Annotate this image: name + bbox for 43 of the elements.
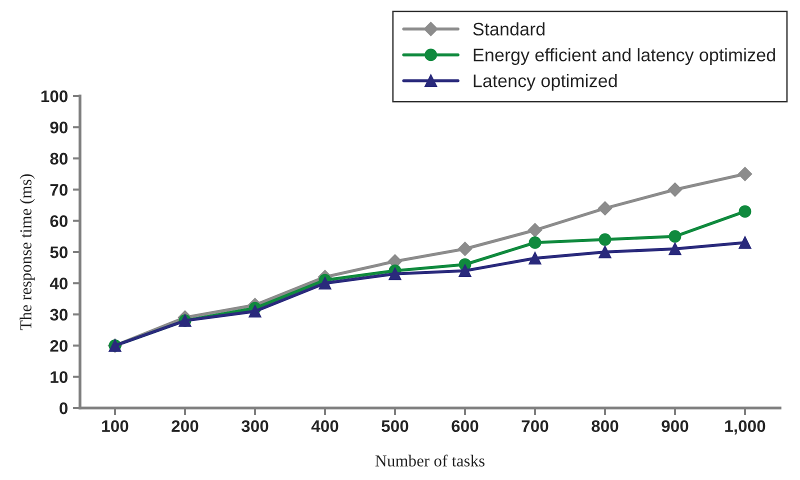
- y-tick-label: 0: [60, 402, 68, 414]
- point: [738, 166, 752, 182]
- y-tick-label: 80: [50, 152, 68, 165]
- x-tick-label: 800: [592, 420, 618, 432]
- legend-label: Latency optimized: [474, 74, 617, 91]
- x-axis-title: Number of tasks: [375, 454, 484, 467]
- point: [738, 205, 752, 218]
- point: [248, 305, 262, 318]
- x-tick-label: 700: [522, 420, 548, 432]
- point: [598, 201, 612, 216]
- y-tick-label: 50: [50, 246, 68, 258]
- y-tick-label: 70: [50, 184, 68, 196]
- x-tick-label: 100: [102, 420, 128, 432]
- point: [738, 236, 752, 249]
- y-tick-label: 20: [50, 340, 68, 352]
- point: [458, 242, 472, 256]
- point: [668, 242, 682, 256]
- y-tick-label: 10: [50, 371, 68, 384]
- point: [668, 182, 682, 197]
- point: [388, 268, 402, 280]
- x-tick-label: 400: [311, 420, 338, 432]
- x-tick-label: 1,000: [725, 420, 766, 434]
- point: [668, 230, 682, 243]
- y-tick-label: 90: [50, 122, 68, 134]
- y-tick-label: 100: [41, 90, 68, 102]
- y-tick-label: 60: [50, 215, 68, 228]
- point: [528, 252, 542, 264]
- point: [458, 264, 472, 277]
- legend-label: Standard: [473, 22, 544, 36]
- x-tick-label: 500: [382, 420, 408, 432]
- y-tick-label: 30: [50, 308, 68, 321]
- x-tick-label: 600: [452, 420, 478, 432]
- point: [598, 246, 612, 258]
- y-tick-label: 40: [50, 278, 68, 290]
- x-tick-label: 200: [172, 420, 198, 432]
- point: [598, 233, 612, 246]
- y-axis-title: The response time (ms): [20, 174, 35, 330]
- point: [528, 223, 542, 238]
- point: [528, 236, 542, 249]
- point: [318, 276, 332, 290]
- x-tick-label: 300: [241, 420, 268, 432]
- legend-label: Energy efficient and latency optimized: [474, 48, 775, 65]
- x-tick-label: 900: [662, 420, 688, 432]
